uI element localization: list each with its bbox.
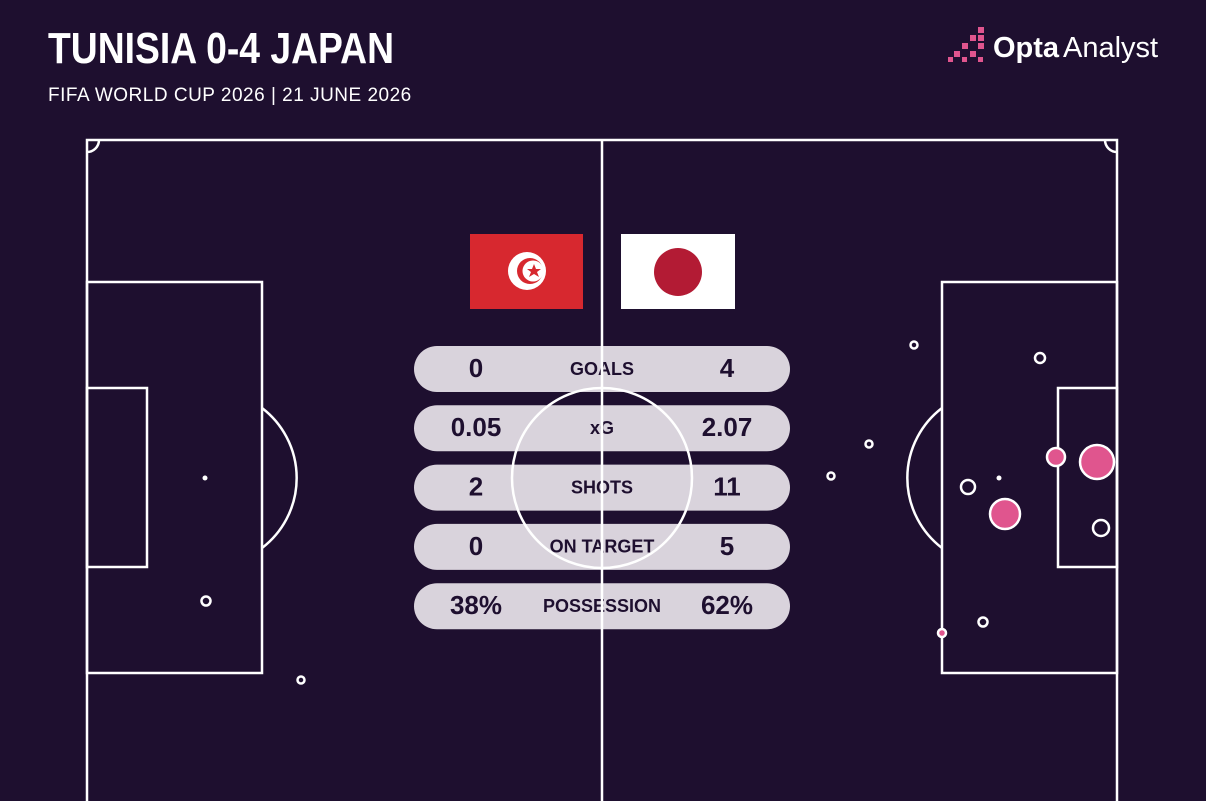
stats-table: 0 GOALS 40.05 xG 2.072 SHOTS 110 ON TARGET 538% P… — [414, 346, 790, 630]
shot — [977, 616, 989, 628]
away-value: 62% — [701, 590, 753, 620]
shot — [200, 595, 212, 607]
goal-shot — [988, 497, 1022, 531]
logo: Opta Analyst — [948, 27, 1158, 64]
goal-shot — [1045, 446, 1067, 468]
penalty-arc — [261, 407, 298, 549]
pitch — [85, 138, 1119, 801]
corner-arc — [86, 139, 101, 154]
home-value: 0 — [469, 531, 483, 561]
logo-icon — [948, 27, 984, 62]
flag-japan — [621, 234, 735, 309]
logo-product: Analyst — [1063, 32, 1158, 64]
away-value: 11 — [713, 471, 741, 501]
penalty-box — [85, 280, 264, 675]
home-value: 38% — [450, 590, 502, 620]
shot — [864, 439, 874, 449]
penalty-arc — [906, 407, 943, 549]
logo-brand: Opta — [993, 32, 1060, 64]
shot — [1033, 351, 1047, 365]
home-value: 0 — [469, 353, 483, 383]
center-circle — [510, 386, 694, 570]
penalty-spot — [996, 475, 1002, 481]
shot — [296, 675, 306, 685]
away-value: 2.07 — [702, 412, 753, 442]
title: TUNISIA 0-4 JAPAN — [48, 24, 394, 73]
six-yard-box — [85, 386, 149, 569]
goal-shot — [1078, 443, 1116, 481]
shot — [826, 471, 836, 481]
goal-shot — [936, 627, 948, 639]
away-value: 4 — [720, 353, 735, 383]
six-yard-box — [1056, 386, 1119, 569]
home-value: 0.05 — [451, 412, 502, 442]
shot — [959, 478, 977, 496]
subtitle: FIFA WORLD CUP 2026 | 21 JUNE 2026 — [48, 85, 412, 106]
flag-tunisia — [470, 234, 583, 309]
shot — [1091, 518, 1111, 538]
penalty-spot — [202, 475, 208, 481]
corner-arc — [1103, 139, 1118, 154]
away-value: 5 — [720, 531, 734, 561]
shots — [200, 340, 1116, 685]
home-value: 2 — [469, 471, 483, 501]
shot — [909, 340, 919, 350]
